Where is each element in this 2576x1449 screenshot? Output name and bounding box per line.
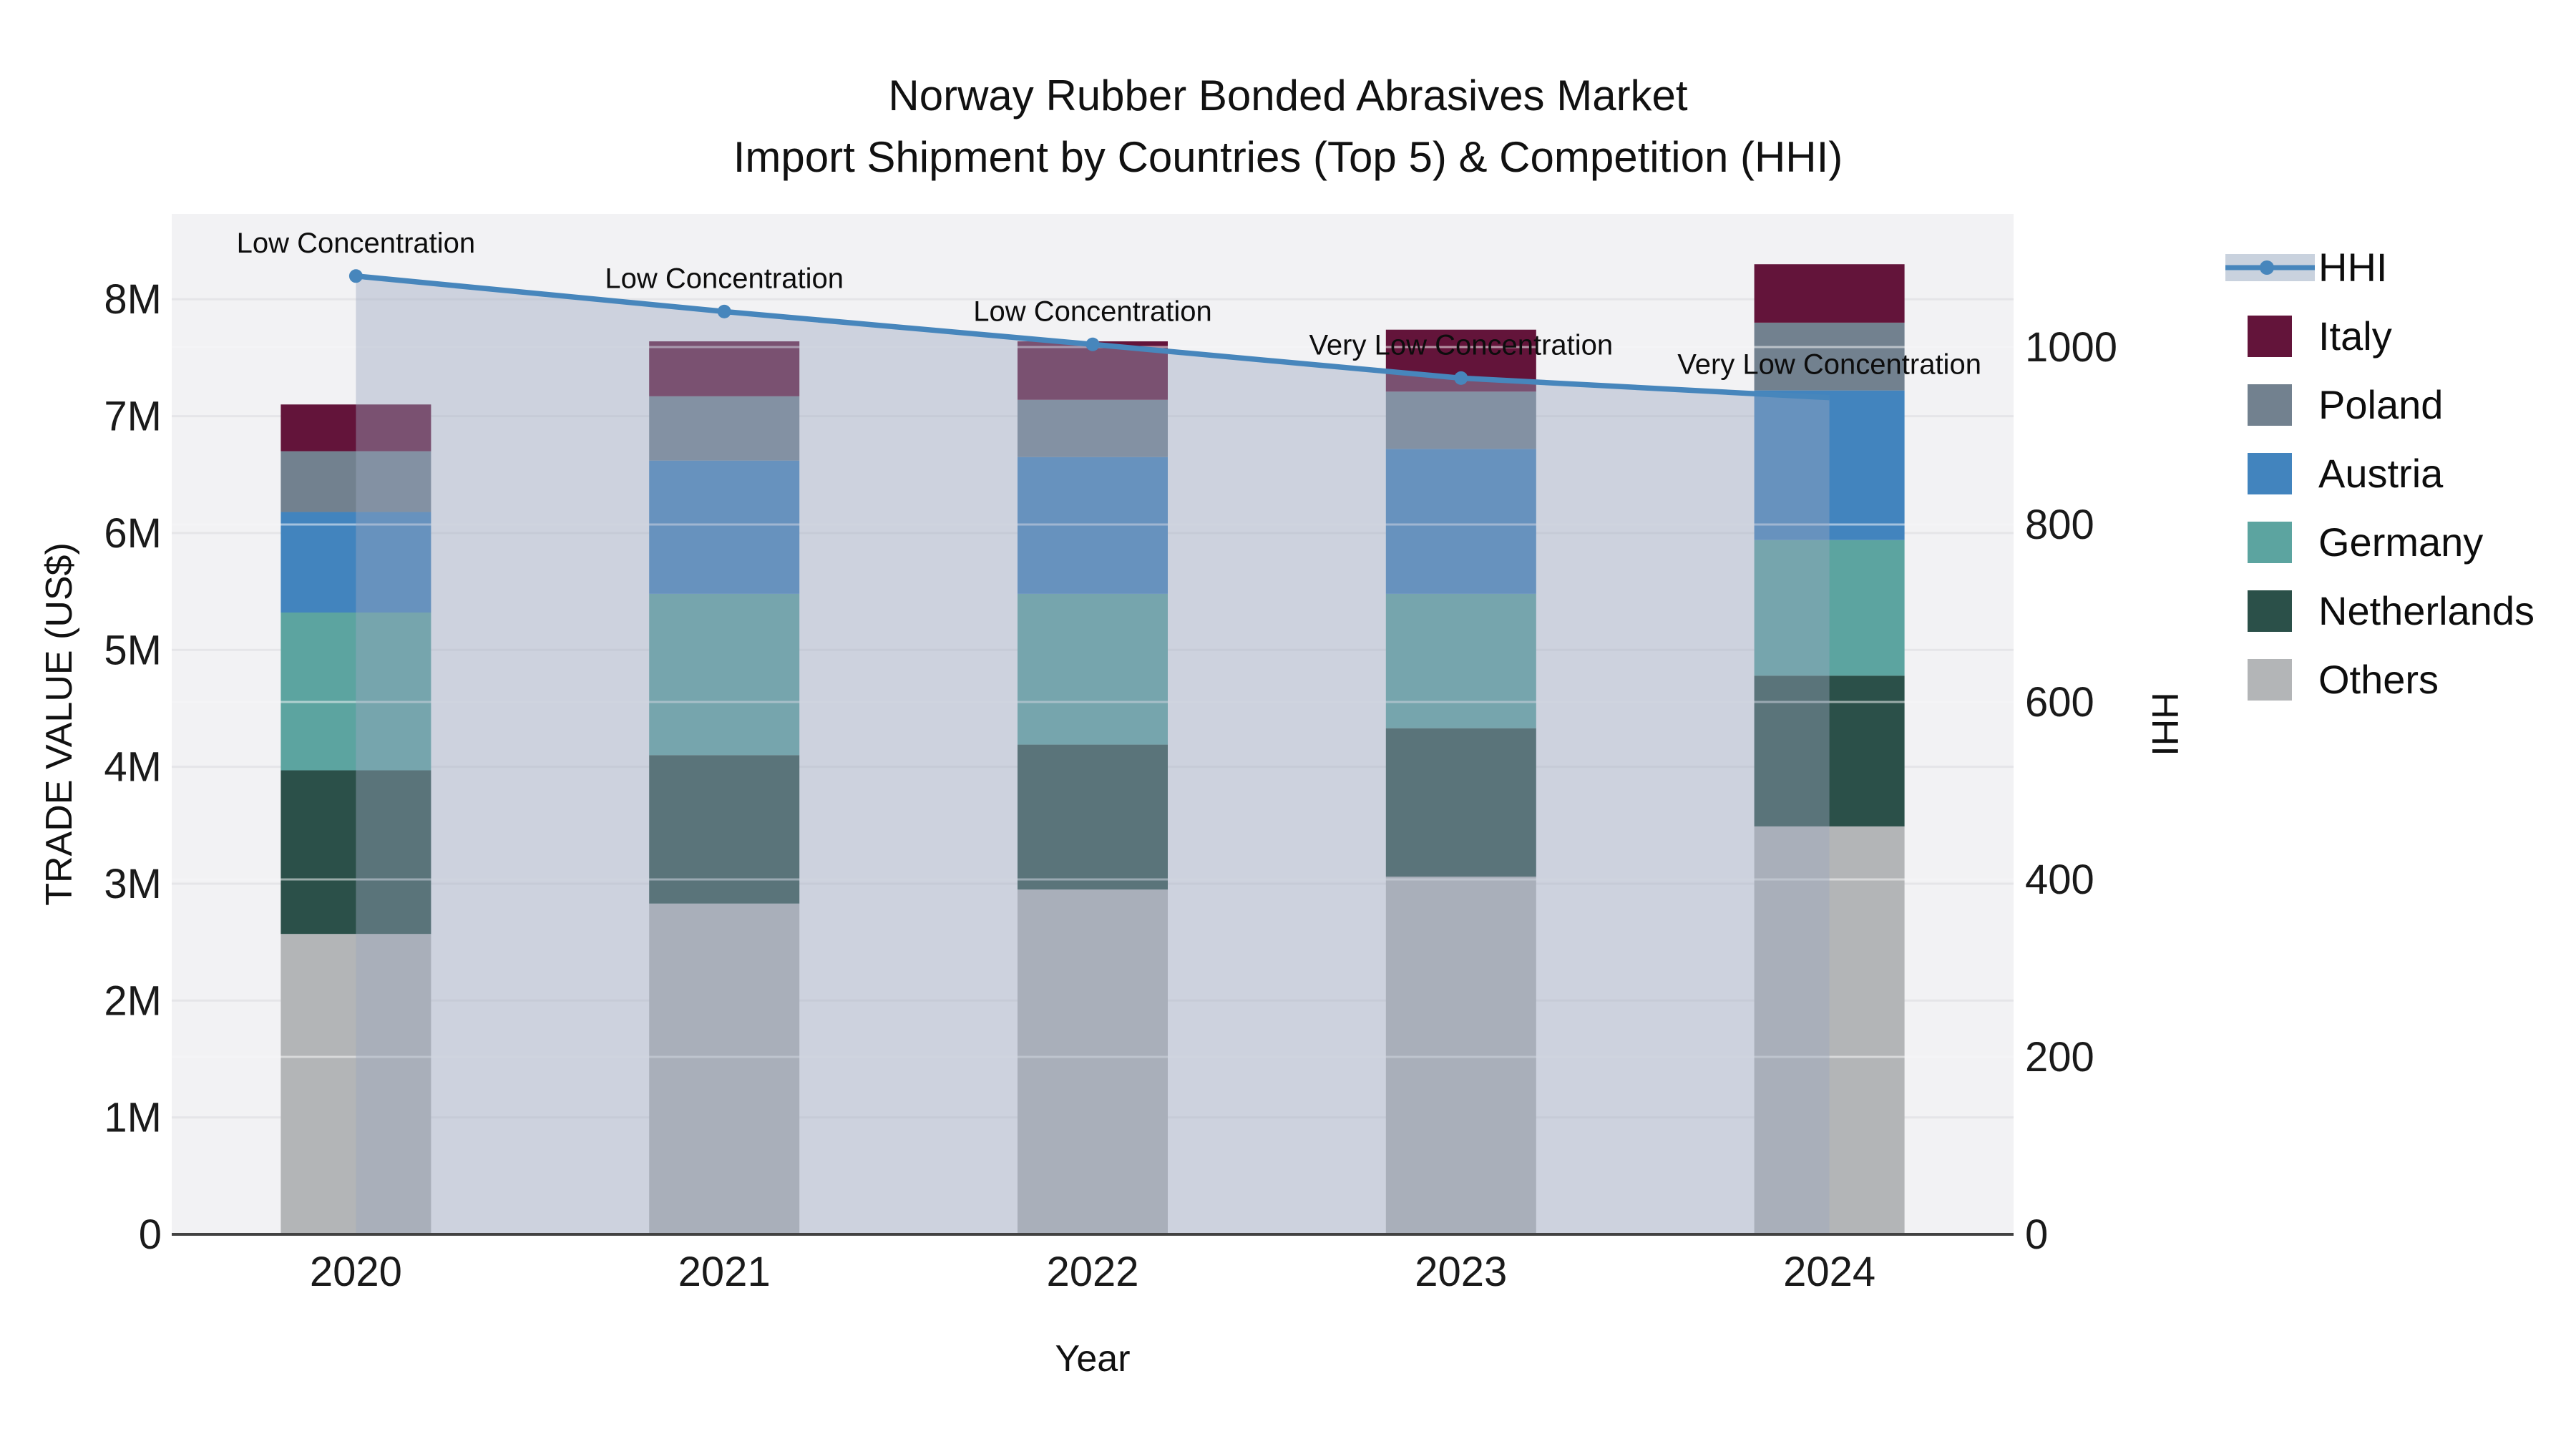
bar-2021-others (649, 903, 800, 1234)
x-tick-2024: 2024 (1783, 1249, 1875, 1295)
legend-item-italy[interactable]: Italy (2248, 313, 2392, 358)
y-right-axis-title: HHI (2144, 692, 2185, 756)
legend-label-austria: Austria (2318, 451, 2444, 496)
y-right-tick-600: 600 (2025, 679, 2094, 726)
bar-2020-italy (280, 404, 431, 452)
y-left-tick-3M: 3M (104, 861, 162, 907)
legend-swatch-italy (2248, 316, 2292, 357)
legend-label-others: Others (2318, 657, 2439, 702)
plot-area: 0 1M 2M 3M 4M 5M 6M 7M 8M 0 200 400 600 800 1000 2020 20… (104, 214, 2117, 1295)
legend-swatch-germany (2248, 522, 2292, 563)
x-tick-2023: 2023 (1415, 1249, 1507, 1295)
bar-2023-others (1385, 877, 1536, 1234)
bar-2024-others (1754, 826, 1905, 1234)
bar-2020-austria (280, 512, 431, 613)
bar-2020-netherlands (280, 770, 431, 935)
y-right-tick-400: 400 (2025, 857, 2094, 903)
bar-2021-germany (649, 593, 800, 756)
y-left-tick-4M: 4M (104, 744, 162, 791)
legend-label-italy: Italy (2318, 313, 2392, 358)
bar-2023-austria (1385, 449, 1536, 594)
bar-2021-poland (649, 396, 800, 461)
y-left-tick-0: 0 (139, 1211, 162, 1258)
bar-2022-others (1018, 889, 1168, 1234)
y-right-tick-200: 200 (2025, 1034, 2094, 1080)
y-right-tick-800: 800 (2025, 502, 2094, 548)
hhi-marker-2020 (348, 269, 363, 283)
legend-item-germany[interactable]: Germany (2248, 519, 2483, 565)
y-left-tick-8M: 8M (104, 276, 162, 323)
annotation-2023: Very Low Concentration (1309, 329, 1613, 361)
bar-2024-italy (1754, 264, 1905, 323)
hhi-marker-2021 (717, 304, 731, 318)
legend-swatch-others (2248, 659, 2292, 701)
legend-item-netherlands[interactable]: Netherlands (2248, 588, 2534, 633)
hhi-area-fill (356, 275, 1830, 1234)
hhi-marker-2022 (1085, 337, 1100, 351)
annotation-2020: Low Concentration (237, 228, 476, 259)
y-left-tick-5M: 5M (104, 627, 162, 673)
legend-label-netherlands: Netherlands (2318, 588, 2534, 633)
annotation-2022: Low Concentration (973, 296, 1212, 327)
legend: HHI Italy Poland Austria Germany Netherlands O… (2225, 245, 2534, 702)
bar-2024-poland (1754, 322, 1905, 391)
y-left-tick-2M: 2M (104, 977, 162, 1024)
bar-2020-others (280, 934, 431, 1234)
chart-title-line1: Norway Rubber Bonded Abrasives Market (888, 72, 1688, 119)
bar-2021-austria (649, 460, 800, 594)
bar-2023-poland (1385, 391, 1536, 449)
x-axis-title: Year (1055, 1338, 1130, 1380)
legend-item-austria[interactable]: Austria (2248, 451, 2444, 496)
legend-label-hhi: HHI (2318, 245, 2387, 290)
y-left-axis-title: TRADE VALUE (US$) (39, 542, 80, 906)
legend-item-poland[interactable]: Poland (2248, 382, 2443, 427)
y-right-tick-1000: 1000 (2025, 324, 2117, 371)
annotation-2021: Low Concentration (605, 263, 844, 294)
y-left-tick-7M: 7M (104, 394, 162, 440)
hhi-marker-2023 (1454, 371, 1468, 385)
bar-2022-germany (1018, 593, 1168, 745)
legend-swatch-netherlands (2248, 590, 2292, 632)
bar-2020-poland (280, 451, 431, 512)
bar-2023-netherlands (1385, 728, 1536, 877)
x-tick-2022: 2022 (1046, 1249, 1138, 1295)
y-left-tick-1M: 1M (104, 1095, 162, 1141)
annotation-2024: Very Low Concentration (1677, 349, 1981, 381)
bar-2024-netherlands (1754, 675, 1905, 826)
x-tick-2020: 2020 (310, 1249, 402, 1295)
bar-2024-austria (1754, 390, 1905, 540)
legend-label-poland: Poland (2318, 382, 2443, 427)
legend-label-germany: Germany (2318, 519, 2483, 565)
legend-item-hhi[interactable]: HHI (2225, 245, 2387, 290)
legend-hhi-marker-swatch (2260, 260, 2274, 275)
chart-title-line2: Import Shipment by Countries (Top 5) & C… (733, 133, 1843, 181)
legend-item-others[interactable]: Others (2248, 657, 2439, 702)
bar-2022-netherlands (1018, 744, 1168, 890)
bar-2020-germany (280, 613, 431, 771)
bar-2022-poland (1018, 399, 1168, 457)
bar-2021-italy (649, 341, 800, 396)
bar-2024-germany (1754, 540, 1905, 676)
legend-swatch-poland (2248, 384, 2292, 426)
bar-2023-germany (1385, 593, 1536, 728)
x-tick-2021: 2021 (678, 1249, 771, 1295)
legend-swatch-austria (2248, 453, 2292, 494)
y-right-tick-0: 0 (2025, 1211, 2048, 1258)
y-left-tick-6M: 6M (104, 510, 162, 557)
